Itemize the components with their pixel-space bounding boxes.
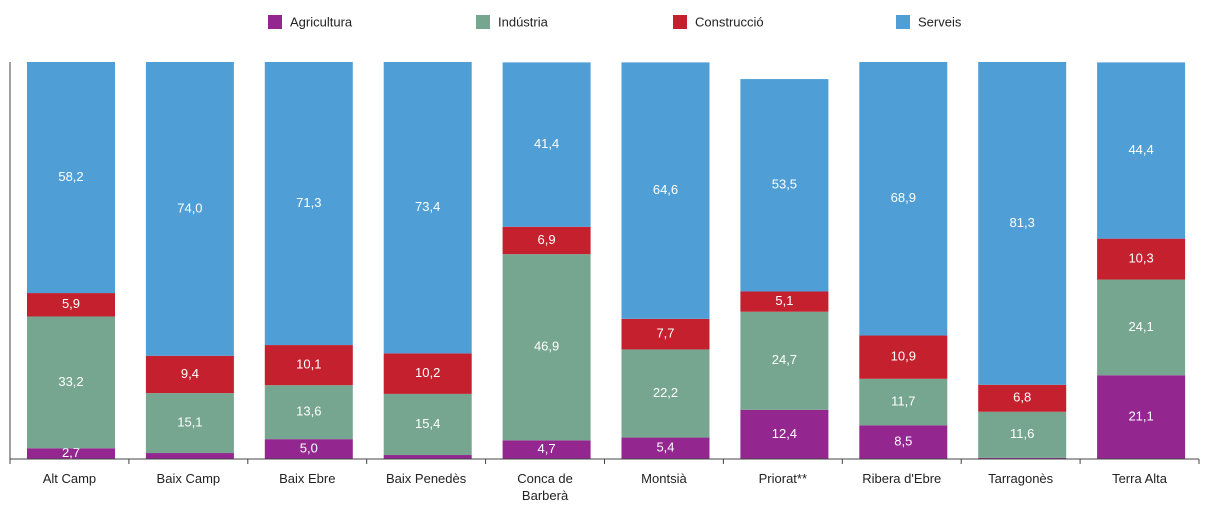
- bar-segment: [383, 62, 472, 354]
- data-label: 4,7: [538, 441, 556, 456]
- data-label: 24,7: [772, 352, 797, 367]
- x-tick-label: Alt Camp: [42, 471, 97, 486]
- data-label: 58,2: [58, 169, 83, 184]
- x-tick-label: Baix Ebre: [279, 471, 336, 486]
- data-label: 73,4: [415, 199, 440, 214]
- bar-segment: [264, 385, 353, 440]
- data-label: 53,5: [772, 177, 797, 192]
- data-label: 9,4: [181, 366, 199, 381]
- bar-segment: [145, 393, 234, 454]
- bar-segment: [621, 318, 710, 350]
- data-label: 41,4: [534, 136, 559, 151]
- bar-segment: [27, 316, 115, 449]
- x-tick-label: Priorat**: [758, 471, 808, 486]
- bar-segment: [502, 226, 591, 255]
- data-label: 74,0: [177, 200, 202, 215]
- x-tick-label: Baix Penedès: [386, 471, 467, 486]
- bar-segment: [1097, 375, 1186, 459]
- bar-segment: [27, 293, 115, 317]
- legend-label: Serveis: [918, 14, 962, 29]
- legend-swatch: [673, 15, 687, 29]
- data-label: 15,4: [415, 416, 440, 431]
- data-label: 7,7: [656, 326, 674, 341]
- bar-segment: [264, 345, 353, 386]
- data-label: 44,4: [1128, 142, 1153, 157]
- data-label: 2,7: [62, 445, 80, 460]
- bar-segment: [145, 453, 234, 459]
- data-label: 5,0: [300, 441, 318, 456]
- bar-segment: [383, 455, 472, 459]
- data-label: 68,9: [891, 190, 916, 205]
- legend-label: Agricultura: [290, 14, 353, 29]
- legend-label: Construcció: [695, 14, 764, 29]
- bar-segment: [264, 439, 353, 459]
- data-label: 21,1: [1128, 409, 1153, 424]
- data-label: 10,9: [891, 349, 916, 364]
- data-label: 71,3: [296, 195, 321, 210]
- legend-swatch: [476, 15, 490, 29]
- data-label: 5,9: [62, 296, 80, 311]
- x-tick-label: Terra Alta: [1112, 471, 1167, 486]
- bar-segment: [859, 425, 948, 459]
- data-label: 33,2: [58, 374, 83, 389]
- bar-segment: [383, 353, 472, 394]
- bar-segment: [264, 62, 353, 346]
- bar-segment: [978, 384, 1067, 412]
- data-label: 12,4: [772, 426, 797, 441]
- x-tick-label: Tarragonès: [988, 471, 1054, 486]
- data-label: 10,3: [1128, 251, 1153, 266]
- bar-segment: [1097, 62, 1186, 239]
- bar-segment: [27, 448, 115, 459]
- bar-segment: [859, 335, 948, 379]
- bar-segment: [145, 355, 234, 394]
- x-tick-label: Baix Camp: [156, 471, 221, 486]
- data-label: 46,9: [534, 339, 559, 354]
- data-label: 5,1: [775, 293, 793, 308]
- bar-segment: [1097, 279, 1186, 376]
- bar-segment: [859, 62, 948, 336]
- legend-swatch: [268, 15, 282, 29]
- bar-segment: [27, 62, 115, 294]
- data-label: 6,9: [538, 232, 556, 247]
- bar-segment: [621, 349, 710, 438]
- data-label: 10,2: [415, 365, 440, 380]
- data-label: 10,1: [296, 357, 321, 372]
- bar-segment: [859, 378, 948, 426]
- x-tick-label: Ribera d'Ebre: [862, 471, 942, 486]
- data-label: 5,4: [656, 440, 674, 455]
- bar-segment: [740, 291, 829, 312]
- bar-segment: [502, 254, 591, 441]
- data-label: 24,1: [1128, 319, 1153, 334]
- data-label: 11,6: [1010, 426, 1034, 441]
- data-label: 13,6: [296, 404, 321, 419]
- bar-segment: [978, 457, 1067, 459]
- data-label: 15,1: [177, 415, 202, 430]
- data-label: 81,3: [1010, 215, 1035, 230]
- bar-segment: [978, 411, 1067, 458]
- legend-swatch: [896, 15, 910, 29]
- bar-segment: [383, 393, 472, 456]
- bar-segment: [740, 409, 829, 459]
- legend-label: Indústria: [498, 14, 549, 29]
- data-label: 64,6: [653, 182, 678, 197]
- bar-segment: [145, 62, 234, 356]
- bar-segment: [740, 311, 829, 410]
- data-label: 8,5: [894, 434, 912, 449]
- bar-segment: [978, 62, 1067, 385]
- data-label: 11,7: [891, 393, 915, 408]
- data-label: 6,8: [1013, 390, 1031, 405]
- bar-segment: [502, 62, 591, 227]
- data-label: 22,2: [653, 385, 678, 400]
- x-tick-label: Conca de Barberà: [517, 471, 573, 503]
- bar-segment: [621, 62, 710, 319]
- bar-segment: [621, 437, 710, 459]
- bar-segment: [1097, 238, 1186, 280]
- x-tick-label: Montsià: [641, 471, 687, 486]
- bar-segment: [502, 440, 591, 459]
- bar-segment: [740, 79, 829, 292]
